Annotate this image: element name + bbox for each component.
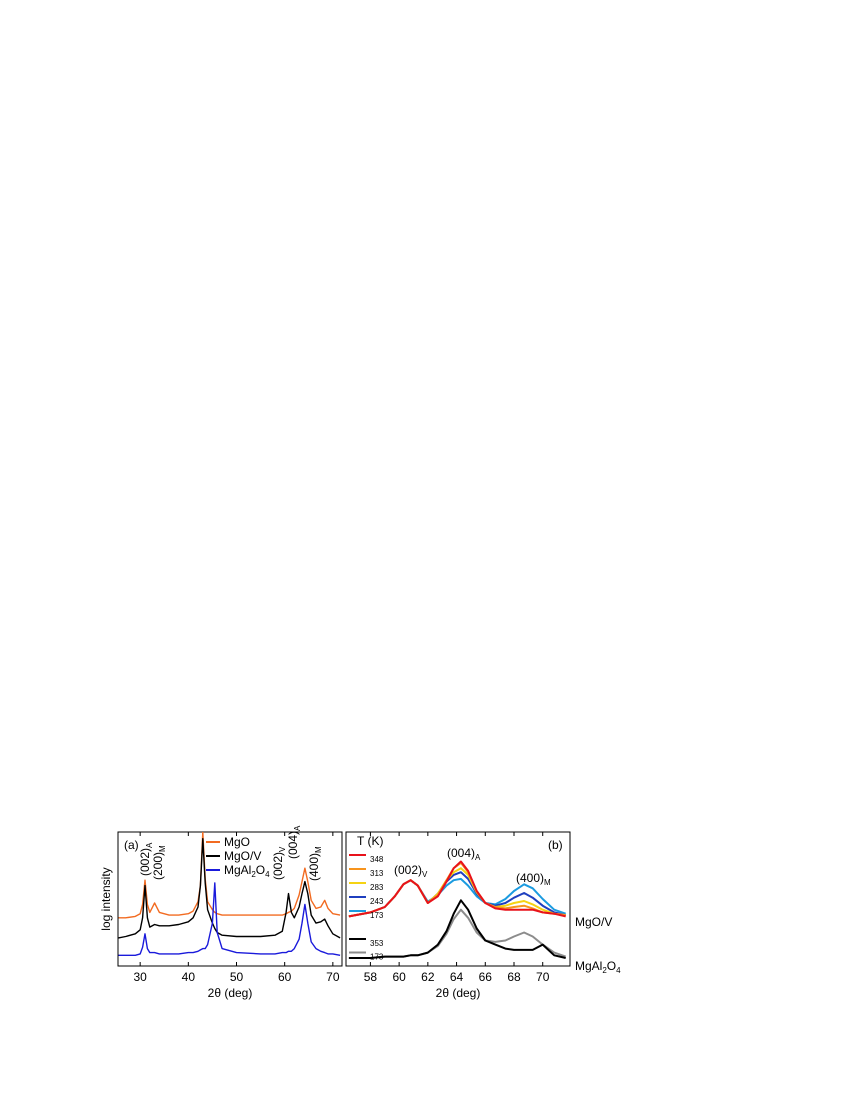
peak-label-sub: M bbox=[544, 878, 551, 887]
x-tick-label: 30 bbox=[133, 970, 147, 984]
legend-label: 283 bbox=[370, 883, 384, 892]
peak-label: (200)M bbox=[151, 845, 167, 880]
legend-title: T (K) bbox=[357, 834, 383, 848]
legend-label: 348 bbox=[370, 855, 384, 864]
peak-label-sub: V bbox=[422, 870, 428, 879]
peak-label-text: (400) bbox=[307, 853, 321, 881]
legend-label: MgO bbox=[224, 835, 250, 849]
peak-label: (004)A bbox=[286, 825, 302, 859]
x-tick-label: 66 bbox=[479, 970, 493, 984]
peak-label-text: (002) bbox=[394, 863, 422, 877]
x-tick-label: 70 bbox=[326, 970, 340, 984]
x-tick-label: 68 bbox=[507, 970, 521, 984]
peak-label-sub: A bbox=[145, 842, 154, 848]
data-line bbox=[118, 882, 341, 956]
peak-label-sub: A bbox=[475, 853, 481, 862]
peak-label-text: (004) bbox=[447, 846, 475, 860]
peak-label: (400)M bbox=[307, 846, 323, 881]
x-tick-label: 60 bbox=[278, 970, 292, 984]
peak-label-sub: M bbox=[314, 846, 323, 853]
x-tick-label: 70 bbox=[536, 970, 550, 984]
data-line bbox=[118, 838, 341, 939]
peak-label-text: (002) bbox=[271, 852, 285, 880]
x-tick-label: 60 bbox=[392, 970, 406, 984]
peak-label: (004)A bbox=[447, 846, 481, 862]
peak-label: (002)V bbox=[394, 863, 428, 879]
legend-label: 173 bbox=[370, 953, 384, 962]
x-tick-label: 64 bbox=[450, 970, 464, 984]
legend-label: MgAl2O4 bbox=[224, 863, 270, 879]
peak-label: (002)V bbox=[271, 846, 287, 880]
group-label: MgO/V bbox=[575, 915, 612, 929]
plot-frame bbox=[345, 831, 571, 967]
peak-label-sub: V bbox=[278, 846, 287, 852]
peak-label: (400)M bbox=[516, 871, 551, 887]
group-label: MgAl2O4 bbox=[575, 959, 621, 975]
x-tick-label: 62 bbox=[421, 970, 435, 984]
x-axis-label: 2θ (deg) bbox=[208, 986, 253, 1000]
peak-label-text: (002) bbox=[138, 848, 152, 876]
peak-label-text: (400) bbox=[516, 871, 544, 885]
plot-frame bbox=[117, 831, 343, 967]
legend-label: MgO/V bbox=[224, 849, 261, 863]
x-axis-label: 2θ (deg) bbox=[436, 986, 481, 1000]
x-tick-label: 40 bbox=[182, 970, 196, 984]
peak-label-text: (200) bbox=[151, 852, 165, 880]
panel-label: (a) bbox=[124, 838, 139, 852]
x-tick-label: 50 bbox=[230, 970, 244, 984]
legend-label: 243 bbox=[370, 897, 384, 906]
x-tick-label: 58 bbox=[364, 970, 378, 984]
legend-label: 353 bbox=[370, 939, 384, 948]
peak-label-sub: A bbox=[293, 825, 302, 831]
data-line bbox=[348, 860, 566, 918]
y-axis-label: log intensity bbox=[99, 867, 113, 930]
peak-label: (002)A bbox=[138, 842, 154, 876]
peak-label-sub: M bbox=[158, 845, 167, 852]
data-line bbox=[348, 899, 566, 959]
peak-label-text: (004) bbox=[286, 831, 300, 859]
legend-label: 313 bbox=[370, 869, 384, 878]
panel-label: (b) bbox=[548, 838, 563, 852]
legend-label: 173 bbox=[370, 911, 384, 920]
